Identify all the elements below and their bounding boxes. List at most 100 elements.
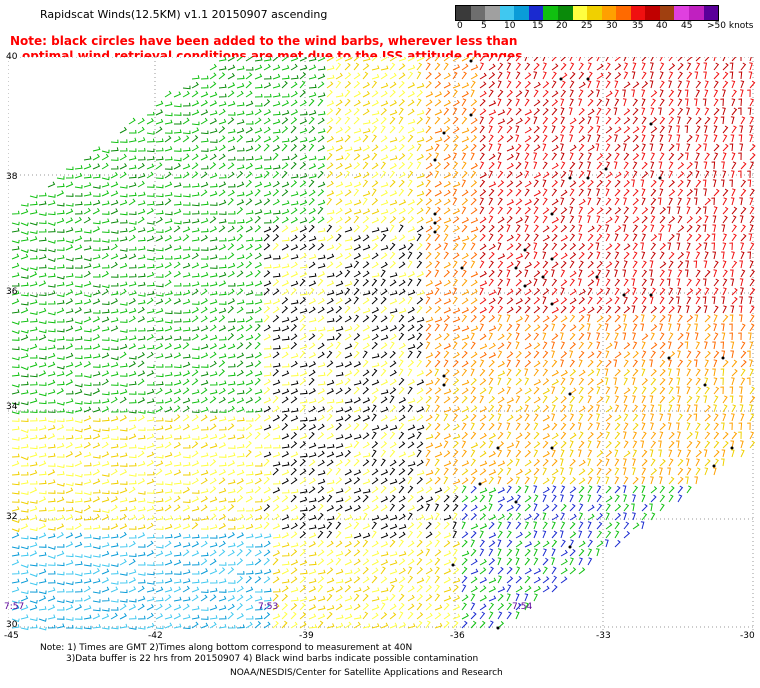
wind-barb [748, 233, 753, 242]
wind-barb [587, 351, 595, 359]
wind-barb [290, 153, 298, 161]
wind-barb [317, 98, 324, 107]
wind-barb [92, 568, 100, 575]
wind-barb [658, 440, 662, 449]
wind-barb [650, 107, 655, 116]
wind-barb [119, 228, 128, 233]
wind-barb [613, 107, 618, 116]
wind-barb [65, 337, 74, 341]
wind-barb [74, 290, 83, 296]
wind-barb [425, 442, 434, 449]
wind-barb [281, 568, 290, 575]
wind-barb [659, 485, 666, 494]
wind-barb [362, 279, 369, 287]
wind-barb [641, 207, 649, 215]
wind-barb [452, 351, 460, 359]
wind-barb [317, 227, 326, 233]
wind-barb [506, 449, 512, 458]
wind-barb [326, 405, 334, 413]
wind-barb [533, 476, 538, 485]
wind-barb [497, 377, 502, 386]
wind-barb [326, 350, 333, 359]
wind-barb [29, 452, 38, 458]
wind-barb [676, 143, 680, 152]
wind-barb [20, 282, 29, 287]
wind-barb [83, 479, 92, 485]
wind-barb [551, 80, 557, 89]
wind-barb [353, 614, 362, 620]
wind-barb [137, 360, 145, 368]
wind-barb [515, 253, 524, 260]
wind-barb [641, 305, 647, 314]
wind-barb [209, 183, 218, 188]
wind-barb [721, 251, 725, 260]
wind-barb [209, 615, 218, 620]
wind-barb [245, 100, 254, 107]
wind-barb [74, 265, 83, 269]
wind-barb [713, 125, 718, 134]
contamination-circle [523, 284, 527, 288]
wind-barb [632, 368, 639, 377]
wind-barb [461, 161, 467, 170]
wind-barb [578, 62, 584, 71]
wind-barb [676, 404, 681, 413]
wind-barb [425, 521, 432, 530]
wind-barb [173, 352, 182, 359]
wind-barb [119, 603, 127, 611]
wind-barb [659, 188, 664, 197]
wind-barb [461, 325, 470, 332]
wind-barb [281, 505, 290, 512]
wind-barb [335, 578, 344, 584]
wind-barb [317, 145, 326, 152]
wind-barb [218, 396, 226, 404]
wind-barb [47, 200, 56, 206]
wind-barb [578, 440, 585, 449]
wind-barb [407, 57, 415, 62]
wind-barb [649, 269, 653, 278]
wind-barb [551, 252, 559, 260]
wind-barb [272, 135, 280, 143]
wind-barb [74, 561, 83, 566]
wind-barb [542, 378, 550, 386]
wind-barb [218, 280, 227, 287]
wind-barb [200, 540, 208, 548]
wind-barb [326, 81, 334, 89]
wind-barb [380, 233, 387, 242]
wind-barb [281, 495, 289, 503]
wind-barb [254, 396, 262, 404]
wind-barb [344, 208, 353, 215]
wind-barb [65, 581, 74, 586]
wind-barb [110, 181, 119, 188]
wind-barb [29, 527, 38, 532]
wind-barb [326, 234, 334, 242]
wind-barb [479, 172, 487, 179]
wind-barb [29, 255, 38, 260]
wind-barb [407, 108, 415, 116]
wind-barb [272, 144, 280, 152]
wind-barb-field [8, 57, 756, 633]
wind-barb [560, 558, 568, 566]
wind-barb [704, 368, 709, 377]
wind-barb [290, 57, 299, 62]
wind-barb [299, 199, 308, 206]
wind-barb [155, 579, 164, 584]
wind-barb [281, 351, 289, 359]
wind-barb [569, 486, 577, 494]
wind-barb [605, 530, 612, 539]
wind-barb [326, 162, 334, 170]
wind-barb [191, 534, 200, 539]
wind-barb [236, 156, 245, 161]
wind-barb [407, 467, 414, 476]
wind-barb [694, 314, 699, 323]
wind-barb [749, 242, 755, 251]
wind-barb [65, 417, 74, 422]
wind-barb [128, 473, 137, 477]
wind-barb [407, 603, 415, 611]
wind-barb [74, 274, 83, 278]
wind-barb [677, 197, 682, 206]
wind-barb [272, 288, 280, 296]
wind-barb [533, 224, 539, 233]
wind-barb [470, 359, 477, 368]
wind-barb [434, 316, 443, 323]
wind-barb [38, 346, 47, 351]
